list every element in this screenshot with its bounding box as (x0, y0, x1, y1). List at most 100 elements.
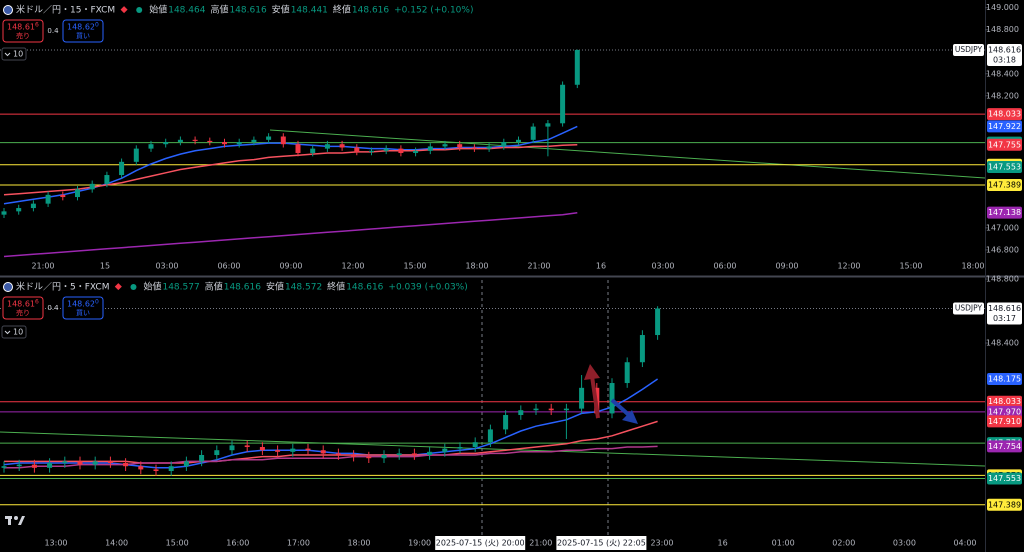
candle-body (366, 456, 372, 459)
buy-button (62, 19, 104, 43)
candle-body (251, 139, 257, 143)
x-tick-label: 18:00 (465, 262, 488, 271)
sell-button (2, 19, 44, 43)
candle-body (148, 144, 154, 149)
x-tick-label: 15:00 (403, 262, 426, 271)
candle-body (413, 150, 419, 154)
candle-body (75, 189, 80, 198)
symbol-box (953, 302, 984, 315)
price-label-box (987, 472, 1022, 485)
ohlc-value: 148.616 (224, 283, 261, 293)
change-label: +0.039 (+0.03%) (388, 283, 467, 293)
price-label: 148.175 (988, 375, 1021, 384)
x-tick-label: 09:00 (775, 262, 798, 271)
candle-body (222, 142, 227, 145)
candle-body (123, 463, 129, 467)
candle-body (516, 139, 521, 143)
sell-pip: 6 (35, 299, 39, 306)
indicator-toggle (1, 325, 27, 339)
candle-body (383, 148, 389, 151)
spread: 0.4 (47, 27, 59, 35)
x-tick-label: 15:00 (166, 539, 189, 548)
ohlc-label: 安値 (272, 4, 290, 16)
candle-body (354, 147, 360, 152)
candle-body (107, 461, 113, 464)
crosshair-time-label: 2025-07-15 (火) 20:00 (436, 539, 525, 548)
candle-body (199, 455, 205, 462)
ohlc-value: 148.464 (168, 6, 205, 16)
chevron (4, 330, 11, 335)
price-label-box (987, 120, 1022, 133)
buy-price: 148.62 (67, 300, 95, 309)
x-tick-label: 03:00 (893, 539, 916, 548)
price-label: 147.553 (988, 162, 1021, 171)
candle-body (427, 146, 433, 151)
x-tick-label: 15 (100, 262, 110, 271)
candle-body (119, 161, 125, 176)
price-label: 147.910 (988, 417, 1021, 426)
x-tick-label: 19:00 (408, 539, 431, 548)
candle-body (207, 140, 213, 143)
candle-body (579, 387, 585, 409)
marks: 149.000 148.800 148.400 148.200 147.000 146.8… (0, 3, 1022, 550)
candle-body (89, 183, 95, 190)
price-label-box (987, 138, 1022, 151)
symbol-label: USDJPY (955, 303, 983, 312)
candle-body (486, 146, 492, 149)
candle-body (457, 447, 463, 449)
trend-line (0, 431, 986, 467)
price-label: 147.389 (988, 181, 1021, 190)
ohlc-value: 148.616 (352, 6, 389, 16)
x-tick-label: 18:00 (961, 262, 984, 271)
status-dot (130, 284, 137, 290)
buy-pip: 0 (95, 22, 99, 29)
price-label-box (987, 108, 1022, 121)
candle-body (518, 410, 524, 416)
y-tick-label: 148.400 (986, 339, 1019, 348)
moving-average (4, 445, 658, 469)
crosshair-time-box (556, 536, 647, 550)
sell-pip: 6 (35, 22, 39, 29)
price-label: 147.970 (988, 407, 1021, 416)
price-label-box (987, 498, 1022, 511)
price-label-box (987, 440, 1022, 453)
candle-body (236, 142, 242, 145)
ohlc-label: 始値 (149, 4, 167, 16)
candle-body (31, 464, 37, 468)
candle-body (574, 49, 580, 85)
price-label-box (987, 405, 1022, 418)
alert-icon (114, 283, 122, 291)
candle-body (192, 139, 198, 141)
candle-body (16, 464, 22, 467)
candle-body (47, 463, 53, 468)
last-price-label: 148.616 (988, 304, 1021, 313)
x-tick-label: 06:00 (217, 262, 240, 271)
candle-body (530, 126, 536, 140)
trend-line (269, 129, 986, 179)
candle-body (305, 448, 311, 451)
candle-body (381, 455, 387, 459)
chart-title: 米ドル／円・15・FXCM (16, 4, 115, 16)
candle-body (30, 203, 36, 209)
moving-average (4, 420, 658, 464)
x-tick-label: 13:00 (44, 539, 67, 548)
ohlc-value: 148.577 (162, 283, 199, 293)
last-price-label: 148.616 (988, 45, 1021, 54)
countdown: 03:17 (993, 314, 1016, 323)
x-tick-label: 18:00 (347, 539, 370, 548)
candle-body (487, 429, 493, 443)
ohlc-value: 148.616 (229, 6, 266, 16)
price-label-box (987, 160, 1022, 173)
candle-body (104, 175, 110, 184)
y-tick-label: 146.800 (986, 245, 1019, 254)
logo (5, 516, 25, 525)
moving-average (3, 211, 578, 258)
candle-body (290, 448, 296, 452)
up-arrow (584, 364, 600, 419)
price-label-box (987, 415, 1022, 428)
x-tick-label: 16 (718, 539, 728, 548)
candle-body (153, 469, 159, 472)
ohlc-label: 始値 (143, 281, 161, 293)
